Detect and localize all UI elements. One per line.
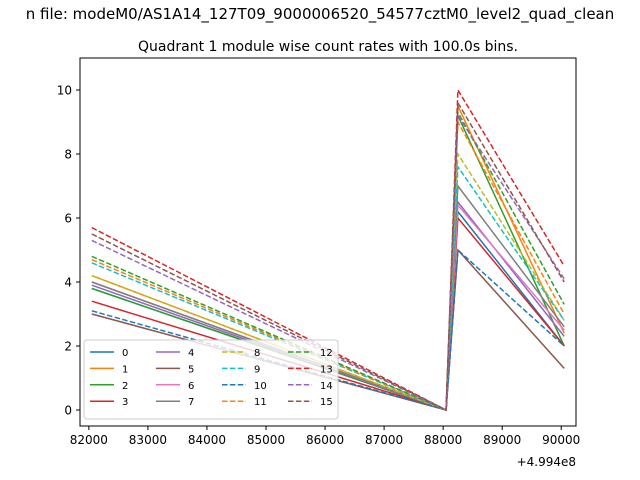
legend-label-1: 1 — [122, 364, 128, 375]
legend-label-2: 2 — [122, 381, 128, 392]
x-tick-label: 83000 — [129, 433, 167, 447]
legend-label-5: 5 — [188, 364, 194, 375]
x-tick-label: 84000 — [188, 433, 226, 447]
legend-label-10: 10 — [254, 381, 267, 392]
legend-label-4: 4 — [188, 348, 194, 359]
legend-label-11: 11 — [254, 397, 267, 408]
legend-label-3: 3 — [122, 397, 128, 408]
x-tick-label: 86000 — [306, 433, 344, 447]
legend-label-7: 7 — [188, 397, 194, 408]
legend-label-13: 13 — [320, 364, 333, 375]
y-tick-label: 6 — [64, 212, 72, 226]
x-tick-label: 85000 — [247, 433, 285, 447]
y-tick-label: 0 — [64, 404, 72, 418]
legend-label-15: 15 — [320, 397, 333, 408]
x-tick-label: 82000 — [70, 433, 108, 447]
legend-label-9: 9 — [254, 364, 260, 375]
y-tick-label: 8 — [64, 148, 72, 162]
legend-label-6: 6 — [188, 381, 194, 392]
y-tick-label: 10 — [57, 84, 72, 98]
x-tick-label: 89000 — [483, 433, 521, 447]
y-tick-label: 4 — [64, 276, 72, 290]
legend-label-8: 8 — [254, 348, 260, 359]
chart-title: Quadrant 1 module wise count rates with … — [138, 39, 518, 55]
x-offset-label: +4.994e8 — [517, 455, 576, 469]
legend-label-12: 12 — [320, 348, 333, 359]
x-tick-label: 90000 — [542, 433, 580, 447]
x-tick-label: 88000 — [424, 433, 462, 447]
figure-suptitle: n file: modeM0/AS1A14_127T09_9000006520_… — [26, 5, 615, 24]
y-tick-label: 2 — [64, 340, 72, 354]
x-tick-label: 87000 — [365, 433, 403, 447]
legend-label-14: 14 — [320, 381, 333, 392]
legend-label-0: 0 — [122, 348, 128, 359]
